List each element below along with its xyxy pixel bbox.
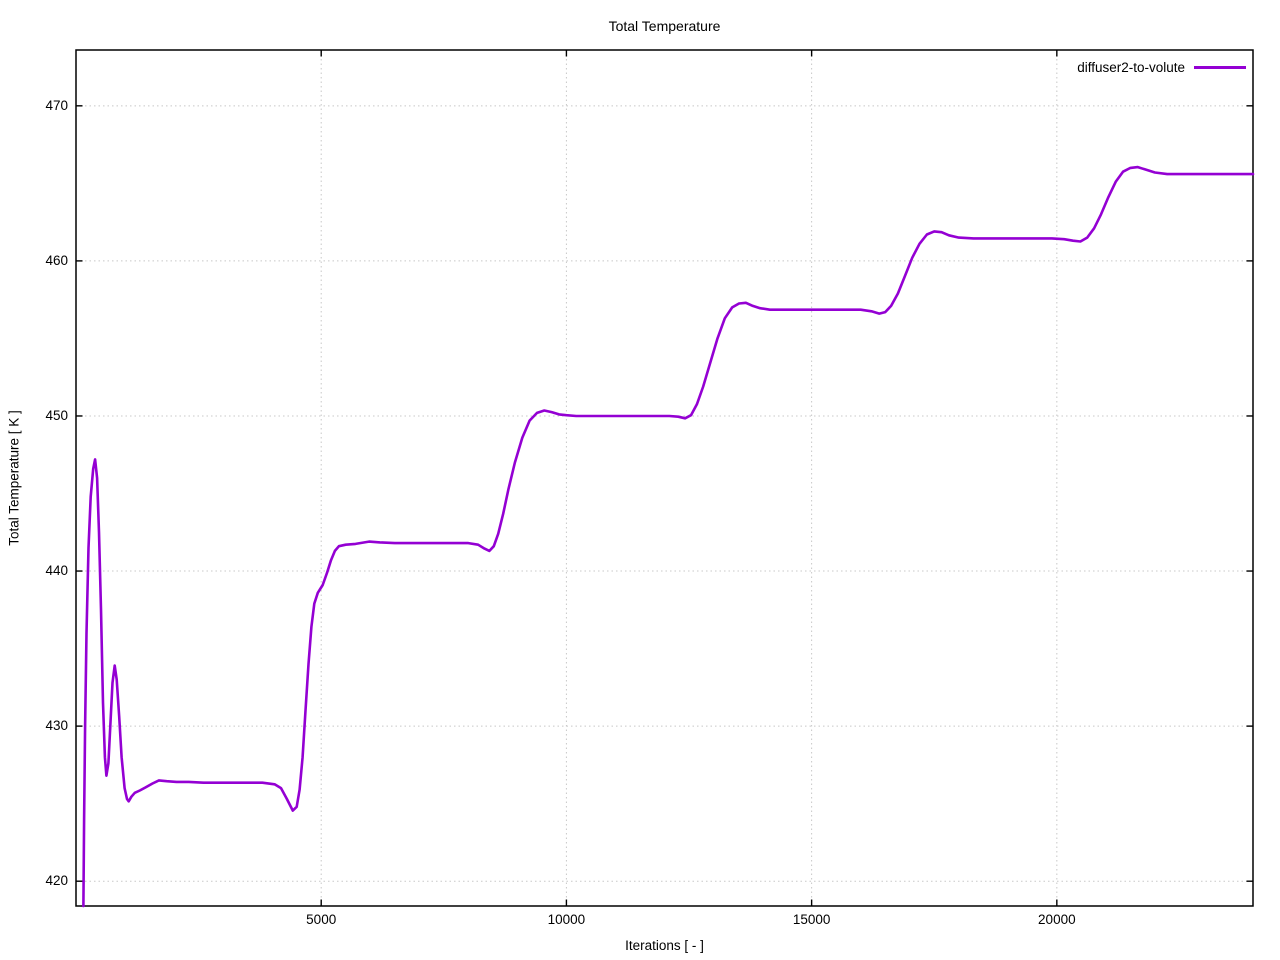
legend-label: diffuser2-to-volute xyxy=(1077,59,1185,75)
series-line xyxy=(82,165,1255,908)
y-tick-label: 450 xyxy=(45,407,68,423)
y-tick-label: 440 xyxy=(45,563,68,579)
y-axis-label: Total Temperature [ K ] xyxy=(6,410,22,546)
y-tick-label: 470 xyxy=(45,97,68,113)
x-tick-label: 5000 xyxy=(306,912,337,927)
chart-title: Total Temperature xyxy=(608,18,721,34)
legend-line-sample xyxy=(1194,65,1246,69)
y-tick-label: 420 xyxy=(45,873,68,889)
legend: diffuser2-to-volute xyxy=(1077,59,1246,75)
x-tick-label: 10000 xyxy=(547,912,586,927)
plot-border xyxy=(75,49,1254,907)
x-tick-label: 20000 xyxy=(1038,912,1076,927)
x-tick-label: 15000 xyxy=(792,912,831,927)
y-tick-label: 460 xyxy=(45,252,68,268)
x-axis-label: Iterations [ - ] xyxy=(625,938,704,953)
y-tick-label: 430 xyxy=(45,718,68,734)
